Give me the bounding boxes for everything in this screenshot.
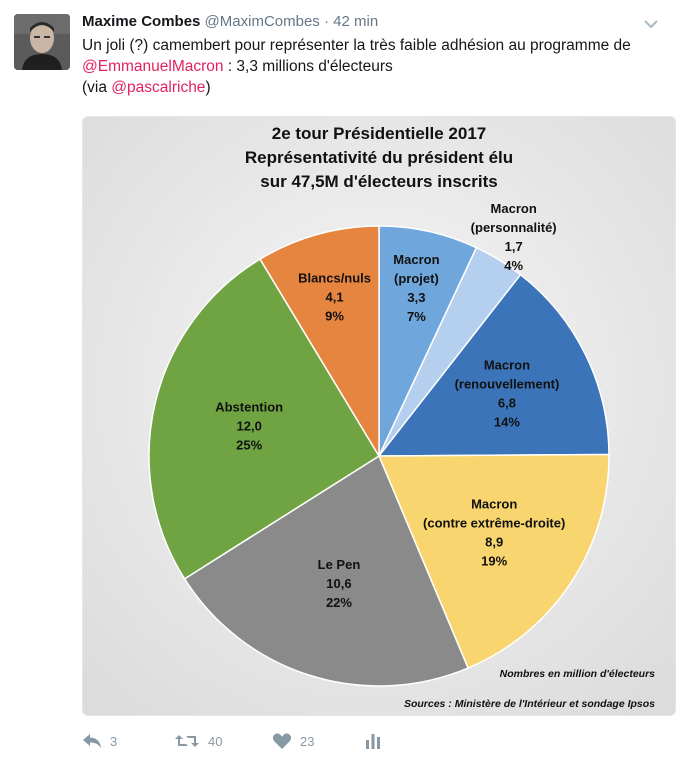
pie-slice-label: Le Pen 10,6 22% [318, 557, 361, 610]
tweet-header: Maxime Combes @MaximCombes · 42 min [82, 12, 664, 32]
pie-slice [377, 273, 610, 457]
mention-link-emmanuelmacron[interactable]: @EmmanuelMacron [82, 58, 224, 75]
pie-slice-label: Abstention 12,0 25% [215, 399, 283, 452]
pie-chart: 2e tour Présidentielle 2017 Représentativ… [83, 117, 675, 715]
pie-slice-label-line: 25% [236, 437, 262, 452]
pie-slice [183, 454, 470, 687]
pie-slice-label-line: 7% [407, 309, 426, 324]
chevron-down-icon[interactable] [644, 14, 658, 34]
pie-slice-label-line: Macron [491, 201, 537, 216]
tweet-time[interactable]: 42 min [333, 13, 379, 30]
reply-icon [83, 734, 101, 748]
pie-slice-label: Macron (contre extrême-droite) 8,9 19% [423, 497, 565, 569]
pie-slice-label: Macron (renouvellement) 6,8 14% [455, 358, 560, 430]
tweet-media-image[interactable]: 2e tour Présidentielle 2017 Représentativ… [82, 116, 676, 716]
analytics-button[interactable] [364, 728, 390, 754]
author-handle[interactable]: @MaximCombes [204, 13, 320, 30]
tweet-text-part2: : 3,3 millions d'électeurs [223, 58, 393, 75]
pie-slice-label-line: 4,1 [326, 289, 344, 304]
tweet-text-part1: Un joli (?) camembert pour représenter l… [82, 37, 631, 54]
chart-title-line: Représentativité du président élu [245, 148, 513, 167]
reply-count: 3 [110, 733, 118, 749]
like-count: 23 [300, 733, 315, 749]
retweet-icon [175, 735, 199, 747]
retweet-button[interactable]: 40 [174, 728, 222, 754]
chart-title: 2e tour Présidentielle 2017 Représentativ… [245, 124, 513, 191]
pie-slice-label-line: 6,8 [498, 396, 516, 411]
pie-slice-label: Macron (personnalité) 1,7 4% [471, 201, 557, 273]
mention-link-pascalriche[interactable]: @pascalriche [111, 79, 206, 96]
pie-slice-label-line: (renouvellement) [455, 377, 560, 392]
pie-slice-label-line: Macron [471, 497, 517, 512]
tweet-text: Un joli (?) camembert pour représenter l… [82, 35, 672, 98]
pie-slice [377, 453, 610, 670]
pie-slice-label-line: 4% [504, 258, 523, 273]
pie-slice-label-line: Abstention [215, 399, 283, 414]
pie-slice-label-line: 9% [325, 308, 344, 323]
pie-labels: Macron (projet) 3,3 7% Macron (personnalité) 1… [215, 201, 565, 610]
chart-footnote: Nombres en million d'électeurs [500, 668, 656, 680]
pie-slice-label-line: 8,9 [485, 535, 503, 550]
pie-slice-label: Blancs/nuls 4,1 9% [298, 270, 371, 323]
pie-slice-label-line: 22% [326, 595, 352, 610]
pie-slice-label-line: 14% [494, 415, 520, 430]
pie-slice-label-line: 1,7 [505, 239, 523, 254]
pie-slice-label-line: 3,3 [407, 290, 425, 305]
pie-slice [259, 225, 380, 459]
heart-icon [272, 733, 292, 749]
like-button[interactable]: 23 [272, 728, 314, 754]
pie-slice-label-line: Macron [484, 358, 530, 373]
via-close: ) [205, 79, 211, 96]
analytics-icon [366, 734, 380, 749]
pie-slice-label-line: Macron [393, 252, 439, 267]
avatar-portrait [14, 14, 70, 70]
pie-slice-label-line: 19% [481, 554, 507, 569]
chart-source: Sources : Ministère de l'Intérieur et so… [404, 698, 655, 710]
pie-slices [148, 225, 610, 687]
pie-slice-label-line: (personnalité) [471, 220, 557, 235]
avatar[interactable] [14, 14, 70, 70]
author-name[interactable]: Maxime Combes [82, 13, 201, 30]
pie-slice-label-line: 12,0 [237, 418, 262, 433]
pie-slice-label-line: 10,6 [326, 576, 351, 591]
pie-slice-label-line: Blancs/nuls [298, 270, 371, 285]
pie-slice [148, 258, 381, 580]
via-open: (via [82, 79, 112, 96]
chart-title-line: sur 47,5M d'électeurs inscrits [260, 172, 497, 191]
reply-button[interactable]: 3 [82, 728, 117, 754]
retweet-count: 40 [208, 733, 223, 749]
pie-slice-label-line: (contre extrême-droite) [423, 516, 565, 531]
chart-title-line: 2e tour Présidentielle 2017 [272, 124, 487, 143]
pie-slice-label-line: Le Pen [318, 557, 361, 572]
separator-dot: · [323, 13, 329, 30]
pie-slice-label-line: (projet) [394, 271, 439, 286]
pie-slice-label: Macron (projet) 3,3 7% [393, 252, 439, 324]
